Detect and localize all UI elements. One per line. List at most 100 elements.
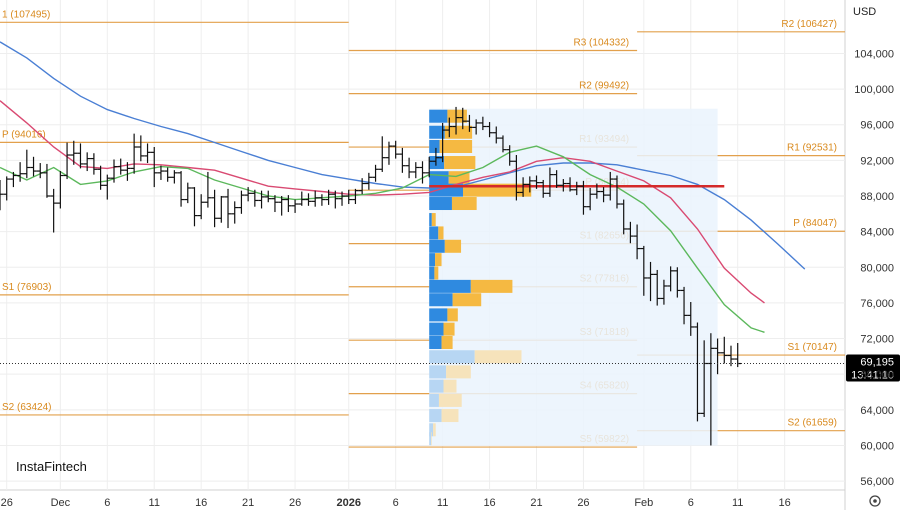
volume-bar-up	[429, 365, 447, 379]
ohlc-bar	[345, 189, 353, 205]
ohlc-bar	[727, 345, 735, 367]
ohlc-bar	[412, 162, 420, 179]
ohlc-bar	[660, 279, 668, 305]
volume-bar-up	[429, 239, 445, 253]
ohlc-bar	[231, 201, 239, 224]
ohlc-bar	[50, 188, 58, 233]
ohlc-bar	[425, 156, 433, 178]
volume-bar-up	[429, 308, 448, 322]
ohlc-bar	[419, 161, 426, 184]
price-tick-label: 80,000	[860, 262, 894, 274]
price-tick-label: 68,000	[860, 369, 894, 381]
price-tick-label: 76,000	[860, 298, 894, 310]
series-line	[0, 100, 765, 304]
ohlc-bar	[627, 221, 634, 244]
ohlc-bar	[331, 190, 339, 209]
volume-bar-down	[433, 423, 436, 437]
volume-bar-up	[429, 253, 436, 267]
settings-gear-icon[interactable]	[869, 495, 881, 507]
volume-bar-down	[441, 409, 459, 423]
volume-bar-down	[431, 213, 436, 227]
ohlc-bar	[519, 177, 527, 197]
time-tick-label: 26	[1, 497, 13, 509]
ohlc-bar	[184, 182, 192, 204]
ohlc-bar	[513, 155, 520, 201]
ohlc-bar	[486, 122, 493, 138]
ohlc-bar	[305, 193, 312, 206]
candles	[0, 106, 742, 446]
ohlc-bar	[3, 176, 11, 201]
volume-bar-up	[429, 266, 435, 280]
ohlc-bar	[586, 187, 594, 211]
ohlc-bar	[77, 143, 84, 169]
ohlc-bar	[137, 135, 145, 162]
settings-gear-icon-ring[interactable]	[869, 495, 881, 507]
ohlc-bar	[405, 157, 413, 179]
ohlc-bar	[258, 190, 265, 209]
ohlc-bar	[264, 190, 272, 203]
ohlc-bar	[553, 170, 560, 188]
ohlc-bar	[372, 164, 379, 182]
pivot-label: 1 (107495)	[2, 9, 50, 20]
time-tick-label: 21	[530, 497, 542, 509]
volume-bar-up	[429, 279, 471, 293]
ohlc-bar	[653, 269, 661, 306]
ohlc-bar	[439, 122, 446, 163]
currency-label[interactable]: USD	[853, 6, 876, 18]
ohlc-bar	[70, 140, 78, 165]
ohlc-bar	[150, 147, 158, 188]
volume-bar-down	[446, 365, 471, 379]
ohlc-bar	[325, 189, 332, 205]
price-tick-label: 104,000	[854, 48, 894, 60]
axes: 56,000 60,000 64,000 68,000 72,000 76,000 80,0…	[1, 48, 894, 509]
price-axis-background	[845, 0, 900, 510]
ohlc-bar	[399, 147, 406, 173]
volume-bar-down	[452, 293, 482, 307]
plot-background	[0, 0, 845, 490]
volume-bar-up	[429, 393, 439, 407]
volume-bar-up	[429, 213, 432, 227]
ohlc-bar	[680, 286, 688, 325]
volume-bar-down	[444, 125, 473, 139]
volume-bar-down	[447, 109, 467, 123]
ohlc-bar	[110, 159, 118, 183]
series-line	[0, 145, 765, 333]
volume-bar-down	[451, 197, 477, 211]
volume-bar-up	[429, 423, 434, 437]
ohlc-bar	[472, 119, 480, 135]
volume-bar-down	[447, 308, 458, 322]
ohlc-bar	[171, 170, 178, 184]
price-tick-label: 60,000	[860, 440, 894, 452]
ohlc-bar	[338, 191, 346, 206]
volume-bar-up	[429, 226, 439, 240]
ohlc-bar	[251, 189, 259, 207]
ohlc-bar	[526, 176, 534, 193]
ohlc-bar	[492, 126, 500, 144]
ohlc-bar	[445, 117, 453, 138]
price-tick-label: 96,000	[860, 120, 894, 132]
ohlc-bar	[124, 162, 131, 181]
settings-gear-icon-hub[interactable]	[873, 499, 877, 503]
volume-bar-up	[429, 379, 444, 393]
pivot-label: S2 (61659)	[788, 418, 837, 429]
series-line	[0, 41, 806, 270]
ohlc-bar	[298, 191, 306, 206]
time-tick-label: 26	[577, 497, 589, 509]
ohlc-bar	[224, 188, 232, 229]
ohlc-bar	[606, 171, 614, 201]
volume-bar-down	[434, 266, 439, 280]
pivot-label: R3 (104332)	[574, 37, 630, 48]
ohlc-bar	[117, 158, 125, 175]
ohlc-bar	[573, 181, 581, 196]
volume-bar-down	[443, 322, 455, 336]
pivot-label: R2 (99492)	[579, 81, 629, 92]
ohlc-bar	[130, 133, 138, 174]
ohlc-bar	[452, 106, 460, 135]
volume-bar-up	[429, 109, 448, 123]
ohlc-bar	[157, 165, 165, 180]
ohlc-bar	[720, 336, 728, 364]
volume-bar-down	[438, 226, 444, 240]
time-tick-label: 11	[149, 497, 160, 509]
ohlc-bar	[459, 107, 467, 130]
